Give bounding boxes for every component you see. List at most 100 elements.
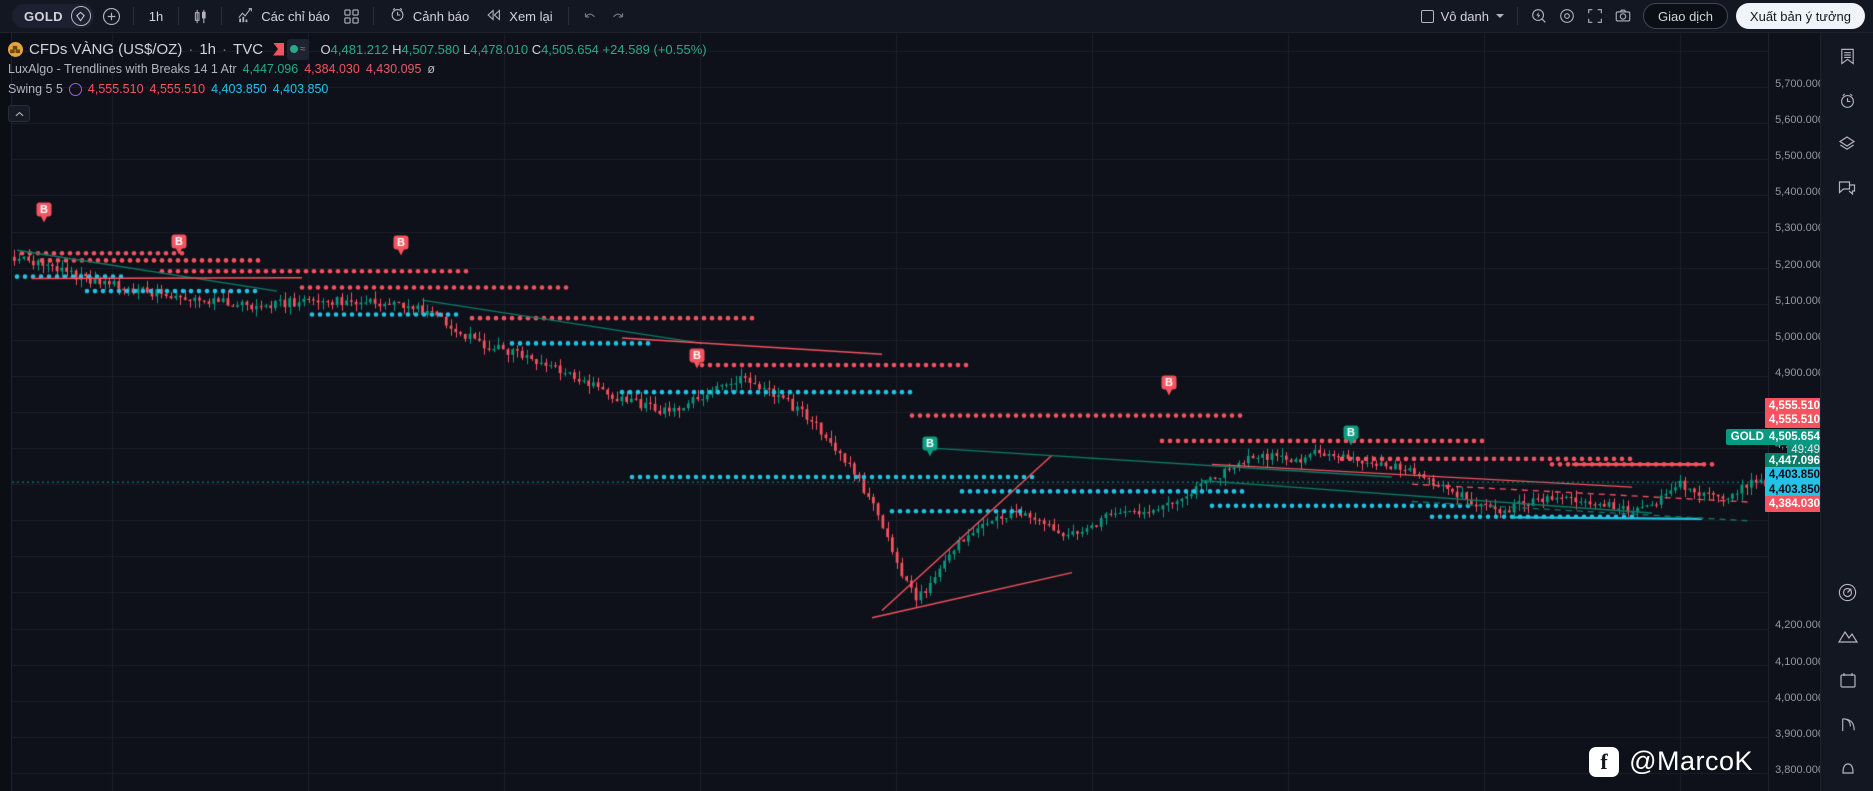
chart-pane[interactable] [12,33,1768,791]
price-tick: 3,800.000 [1775,763,1824,776]
rewind-icon [485,6,503,27]
interval-button[interactable]: 1h [141,3,171,29]
trade-label: Giao dịch [1658,8,1713,24]
top-toolbar: GOLD 1h [0,0,1873,33]
dot-sep: · [222,40,228,58]
indicator2-value-0: 4,555.510 [87,81,144,96]
candlestick-type-icon[interactable] [273,42,285,56]
camera-icon[interactable] [1609,3,1637,29]
lightning-search-icon[interactable] [1525,3,1553,29]
diamond-search-icon[interactable] [70,6,91,26]
undo-arrow-icon[interactable] [576,3,604,29]
price-tick: 5,600.000 [1775,114,1824,127]
ohlc-c: 4,505.654 [541,41,599,57]
ohlc-values: O4,481.212 H4,507.580 L4,478.010 C4,505.… [321,40,707,59]
divider [221,7,223,25]
right-sidebar [1820,33,1873,791]
ohlc-l-label: L [462,41,471,57]
chart-area[interactable]: CFDs VÀNG (US$/OZ) · 1h · TVC ≈ O4,481.2… [0,33,1873,791]
legend-indicator-luxalgo[interactable]: LuxAlgo - Trendlines with Breaks 14 1 At… [8,59,707,79]
price-badge[interactable]: 4,555.510 [1764,412,1824,428]
redo-arrow-icon[interactable] [604,3,632,29]
indicator2-value-3: 4,403.850 [272,81,329,96]
ohlc-h-label: H [392,41,402,57]
alerts-button[interactable]: Cảnh báo [381,3,477,29]
price-badge[interactable]: 4,447.096 [1764,453,1824,469]
indicators-label: Các chỉ báo [261,8,330,24]
dot-sep: · [188,40,194,58]
layout-name-button[interactable]: Vô danh [1415,3,1510,29]
price-tick: 5,700.000 [1775,78,1824,91]
legend-symbol-row[interactable]: CFDs VÀNG (US$/OZ) · 1h · TVC ≈ O4,481.2… [8,38,707,60]
ohlc-o-label: O [320,41,331,57]
replay-button[interactable]: Xem lại [477,3,560,29]
price-tick: 5,200.000 [1775,258,1824,271]
pictures-mountain-icon[interactable] [1833,623,1863,649]
divider [372,7,374,25]
price-tick: 5,000.000 [1775,330,1824,343]
symbol-label: GOLD [24,8,63,24]
alerts-clock-icon[interactable] [1832,87,1862,113]
fullscreen-icon[interactable] [1581,3,1609,29]
indicator1-name: LuxAlgo - Trendlines with Breaks 14 1 At… [8,61,237,76]
indicators-button[interactable]: Các chỉ báo [229,3,338,29]
facebook-icon: f [1589,746,1620,777]
settings-wave-icon[interactable]: ≈ [300,43,306,55]
candlestick-icon[interactable] [186,3,214,29]
symbol-search-button[interactable]: GOLD [12,4,94,28]
indicator1-value-1: 4,384.030 [304,61,360,76]
broadcast-icon[interactable] [1833,711,1863,737]
gold-bars-icon [8,41,23,57]
indicator1-value-2: 4,430.095 [365,61,422,76]
indicator2-name: Swing 5 5 [8,81,63,96]
legend-collapse-button[interactable] [8,105,30,122]
chevron-up-icon [15,111,23,116]
layout-name-label: Vô danh [1440,8,1489,24]
calendar-icon[interactable] [1833,667,1863,693]
ohlc-h: 4,507.580 [401,41,460,57]
publish-label: Xuất bản ý tưởng [1749,8,1851,24]
ideas-compass-icon[interactable] [1833,579,1863,605]
price-badge[interactable]: 4,403.850 [1764,482,1824,498]
visibility-icon[interactable]: ø [427,61,436,76]
chart-legend: CFDs VÀNG (US$/OZ) · 1h · TVC ≈ O4,481.2… [8,38,707,122]
divider [567,7,569,25]
plus-circle-icon[interactable] [98,3,126,29]
watermark: f @MarcoK [1589,746,1753,777]
price-badge[interactable]: 4,555.510 [1764,398,1824,414]
publish-idea-button[interactable]: Xuất bản ý tưởng [1735,3,1865,29]
price-tick: 5,400.000 [1775,186,1824,199]
ohlc-l: 4,478.010 [470,41,529,57]
legend-title: CFDs VÀNG (US$/OZ) [29,40,183,58]
trade-button[interactable]: Giao dịch [1643,3,1728,29]
gear-circle-icon[interactable] [1553,3,1581,29]
gold-price-tag: GOLD [1725,429,1769,445]
left-toolbar-rail [0,33,12,791]
chat-bubbles-icon[interactable] [1832,175,1862,201]
indicator2-value-1: 4,555.510 [149,81,206,96]
grid-templates-icon[interactable] [338,3,366,29]
watchlist-bookmark-icon[interactable] [1832,43,1862,69]
divider [178,7,180,25]
notifications-bell-icon[interactable] [1833,755,1863,781]
candlestick-canvas[interactable] [12,33,1768,791]
price-tick: 5,300.000 [1775,222,1824,235]
indicator2-value-2: 4,403.850 [211,81,267,96]
indicators-chart-icon [237,6,255,27]
ohlc-o: 4,481.212 [330,41,389,57]
price-badge[interactable]: 4,403.850 [1764,467,1824,483]
alerts-label: Cảnh báo [412,8,470,24]
legend-indicator-swing[interactable]: Swing 5 5 4,555.510 4,555.510 4,403.850 … [8,79,707,99]
watermark-handle: @MarcoK [1629,746,1753,776]
swing-refresh-icon[interactable] [68,82,82,96]
divider [132,7,134,25]
price-badge[interactable]: 4,505.654 [1764,429,1824,445]
visibility-toggle-icon[interactable] [290,45,299,53]
price-badge[interactable]: 4,384.030 [1764,496,1824,512]
data-layers-icon[interactable] [1832,131,1862,157]
price-tick: 4,200.000 [1775,619,1824,632]
price-tick: 4,900.000 [1775,366,1824,379]
legend-exchange: TVC [233,40,264,58]
price-tick: 3,900.000 [1775,727,1824,740]
price-tick: 4,100.000 [1775,655,1824,668]
